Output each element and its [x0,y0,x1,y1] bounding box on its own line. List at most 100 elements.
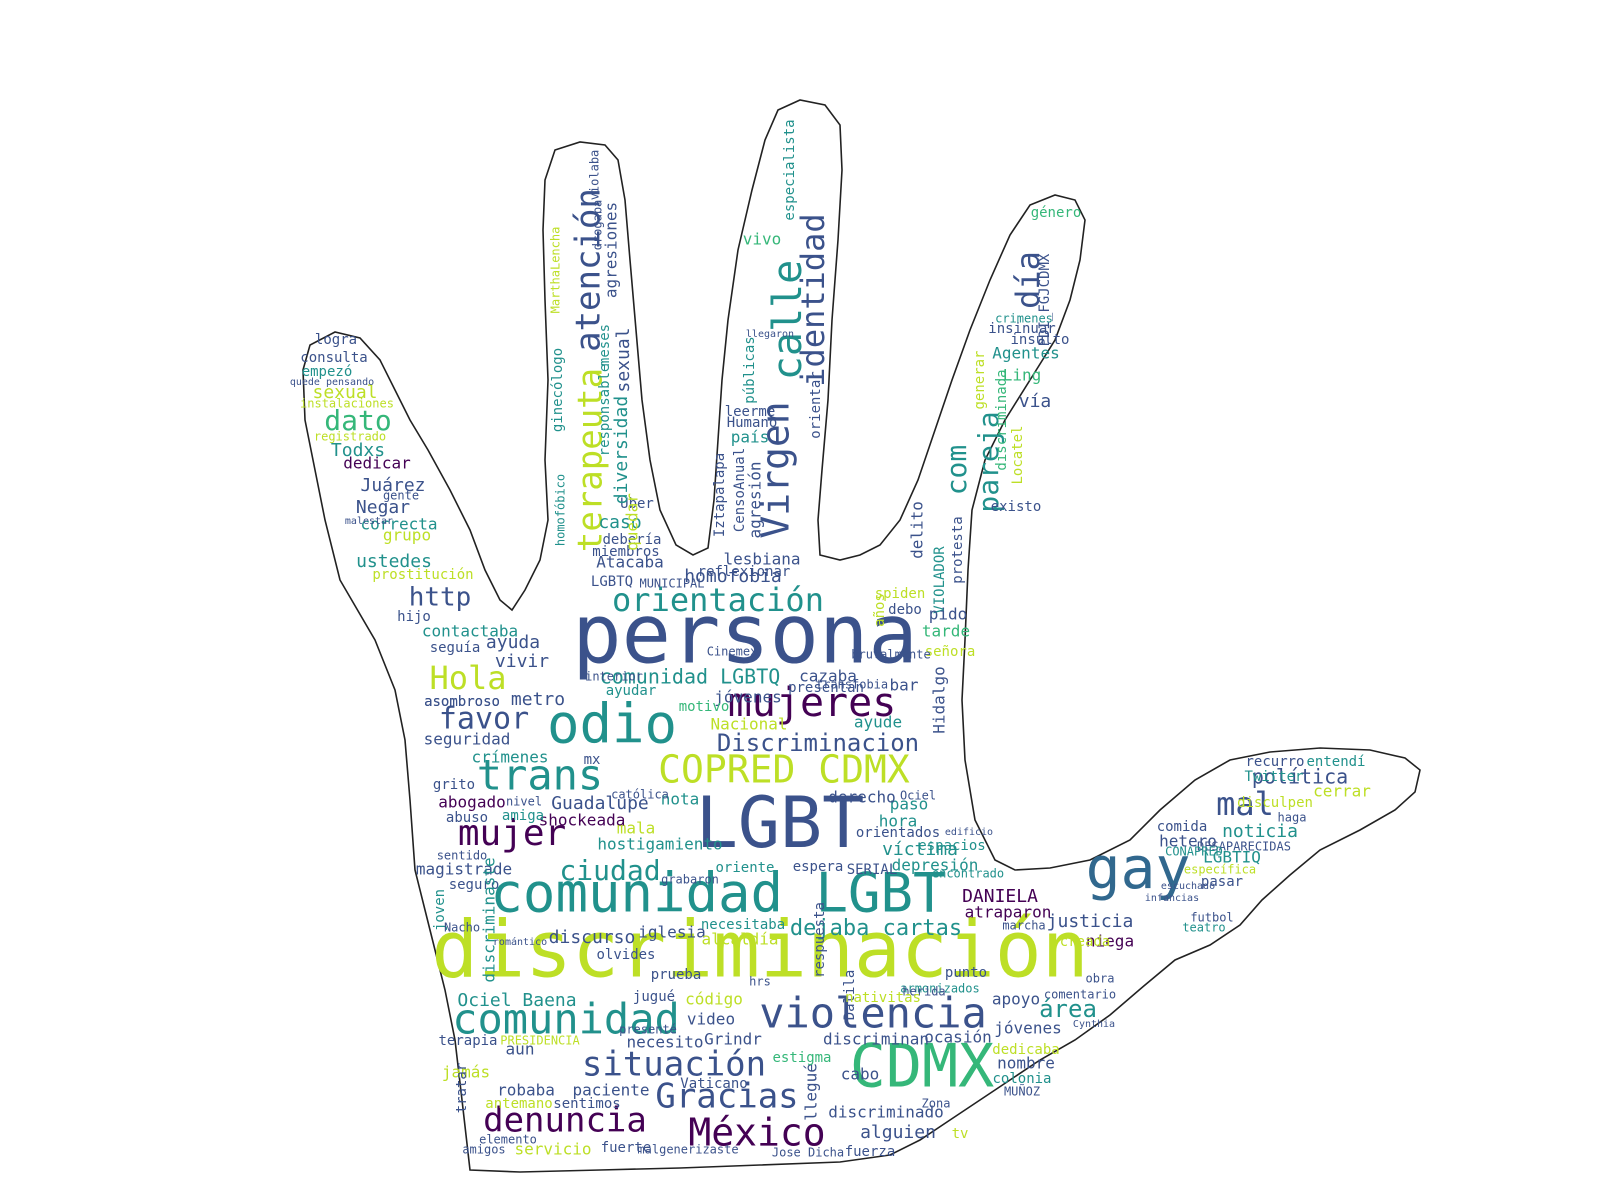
cloud-word: derecho [828,788,895,807]
cloud-word: dato [324,404,391,437]
cloud-word: Discriminacion [717,729,919,757]
cloud-word: debo [888,602,922,618]
cloud-word: sentido [437,849,488,863]
cloud-word: cabo [841,1065,880,1084]
cloud-word: ustedes [356,551,432,572]
cloud-word: marcha [1002,919,1045,933]
cloud-word: shockeada [539,811,626,830]
cloud-word: homofobia [684,566,782,587]
cloud-word: fuerte [601,1140,652,1156]
cloud-word: tv [952,1126,969,1142]
cloud-word: jugué [633,989,675,1005]
cloud-word: debería [602,532,661,548]
cloud-word: orientación [612,581,824,619]
cloud-word: Virgen [754,401,798,538]
cloud-word: violaba [588,150,602,201]
cloud-word: escuchado [1161,881,1215,892]
cloud-word: odio [547,693,677,756]
cloud-word: comunidad LGBTQ [600,665,781,689]
cloud-word: abuso [446,810,488,826]
cloud-word: instalaciones [300,397,394,411]
cloud-word: seguridad [424,730,511,749]
cloud-word: joven [432,889,448,931]
cloud-word: SERIAL [847,862,898,878]
cloud-word: gente [383,489,419,503]
cloud-word: espacios [918,838,985,854]
cloud-word: favor [439,702,529,737]
cloud-word: CensoAnual [732,448,748,532]
hand-icon [302,99,1421,1173]
cloud-word: Twitter [1244,769,1303,785]
cloud-word: Ociel [900,789,936,803]
cloud-word: contactaba [422,622,518,641]
cloud-word: spiden [875,586,926,602]
cloud-word: discriminado [828,1103,944,1122]
cloud-word: iglesia [638,923,705,942]
cloud-word: Locatel [1010,425,1026,484]
cloud-word: registrado [314,430,386,444]
cloud-word: dejaba cartas [790,916,962,941]
cloud-word: mx [584,752,601,768]
cloud-word: sexual [613,327,634,392]
cloud-word: tratar [454,1063,470,1114]
cloud-word: magistrade [416,860,512,879]
cloud-word: nativitas [845,990,921,1006]
cloud-word: meses [597,324,613,366]
cloud-word: código [685,990,743,1009]
cloud-word: Ling [1003,366,1042,385]
cloud-word: Ociel Baena [457,990,576,1011]
cloud-word: presenté [619,1023,677,1037]
cloud-word: leerme [725,404,776,420]
cloud-word: niega [1086,932,1134,951]
cloud-word: sentimos [553,1096,620,1112]
cloud-word: Juárez [360,475,425,496]
cloud-word: crímenes [471,748,548,767]
cloud-word: DESAPARECIDAS [1197,840,1291,854]
cloud-word: malestar [345,516,393,527]
cloud-word: teatro [1182,921,1225,935]
cloud-word: señora [925,644,976,660]
cloud-word: seguía [430,640,481,656]
cloud-word: hijo [397,609,431,625]
cloud-word: grabaron [661,873,719,887]
cloud-word: quedar [623,493,642,551]
cloud-word: http [409,583,472,613]
cloud-word: asombroso [424,694,500,710]
cloud-word: ocasión [924,1028,991,1047]
cloud-word: Todxs [331,440,385,461]
cloud-word: quede pensando [290,377,374,388]
cloud-word: entendí [1306,754,1365,770]
cloud-word: reflexionar [698,564,791,580]
cloud-word: pasar [1201,874,1243,890]
cloud-word: día [1009,251,1047,309]
cloud-word: CONAPRED [1165,845,1223,859]
cloud-word: Zona [922,1097,951,1111]
cloud-word: hrs [749,975,771,989]
cloud-word: vivo [743,230,782,249]
cloud-word: hora [879,812,918,831]
cloud-word: LGBT [696,782,865,864]
cloud-word: Gracias [655,1077,798,1117]
cloud-word: amiga [502,808,544,824]
cloud-word: diversidad [611,396,632,504]
cloud-word: edificio [945,827,993,838]
cloud-word: justicia [1047,911,1134,932]
cloud-word: malgenerizaste [637,1143,738,1157]
cloud-word: nota [661,790,700,809]
cloud-word: encontrado [932,867,1004,881]
cloud-word: com [940,445,973,496]
cloud-word: amigos [462,1143,505,1157]
cloud-word: públicas [742,336,758,403]
cloud-word: Hola [429,659,506,697]
cloud-word: ciudad [559,854,660,887]
cloud-word: Agentes [992,344,1059,363]
cloud-word: ayude [854,713,902,732]
cloud-word: situación [582,1045,766,1085]
cloud-word: cazaba [799,667,857,686]
cloud-word: pido [929,605,968,624]
cloud-word: llegué [802,1063,821,1121]
cloud-word: Dalila [842,970,858,1021]
cloud-word: colonia [992,1071,1051,1087]
